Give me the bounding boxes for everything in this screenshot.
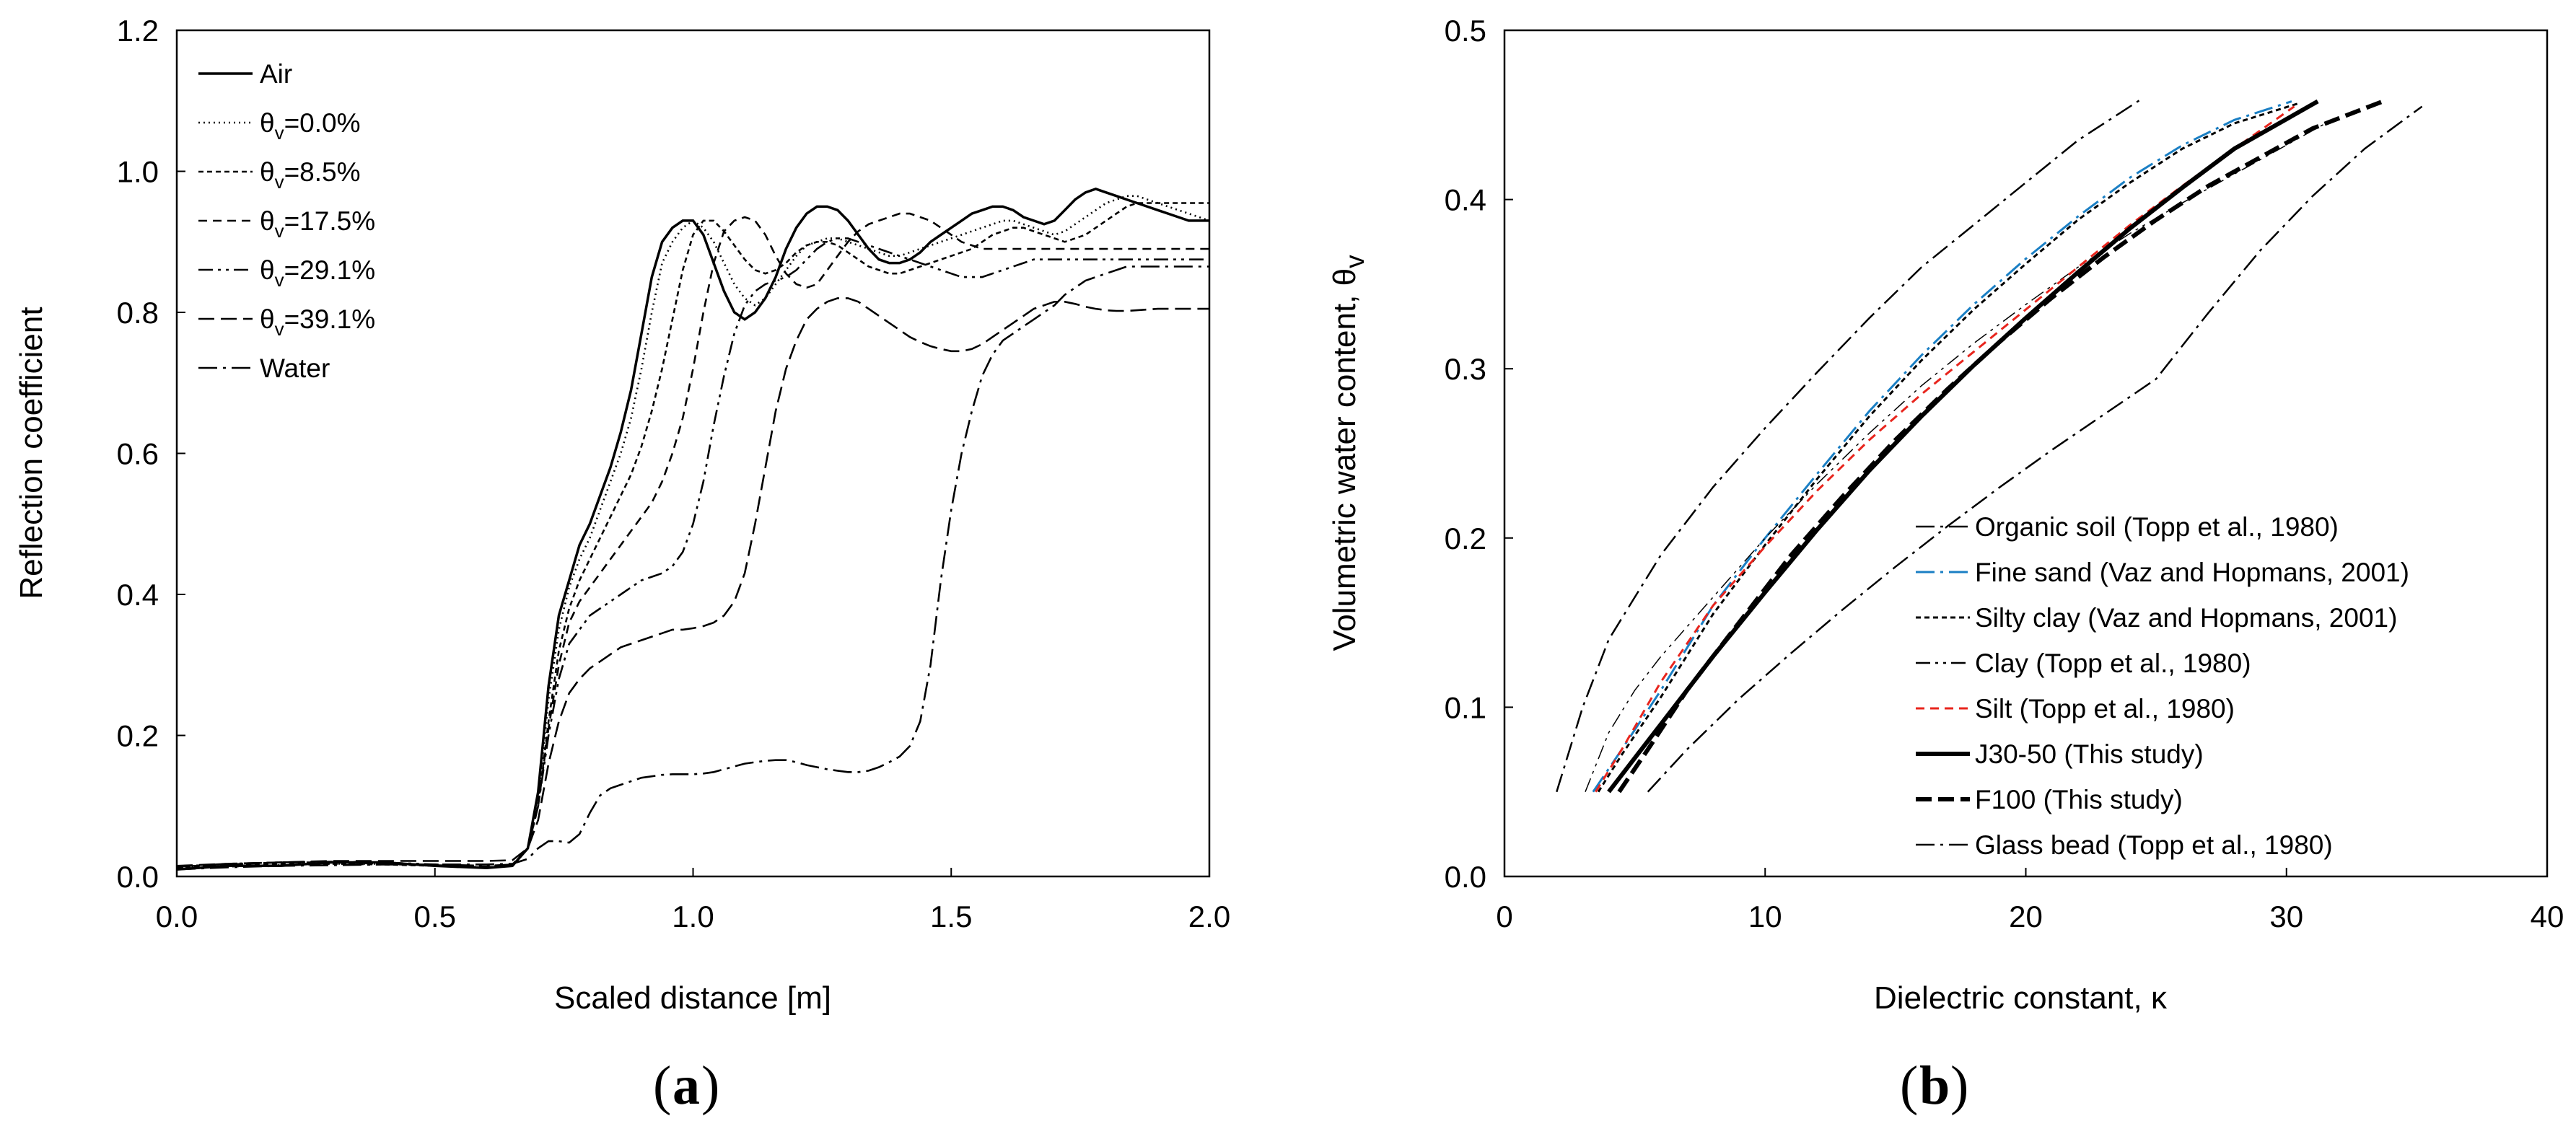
panel-a-y-tick-label: 0.6 [117,437,159,471]
panel-b-legend-label: Clay (Topp et al., 1980) [1975,649,2251,678]
panel-b-legend-label: Organic soil (Topp et al., 1980) [1975,512,2339,542]
panel-b-x-tick-label: 0 [1496,900,1512,933]
panel-a-series-line [176,212,1209,868]
svg-text:(: ( [653,1055,671,1116]
svg-text:): ) [1950,1055,1968,1116]
panel-a-legend-label-main: θ [260,255,275,285]
panel-b-y-tick-label: 0.5 [1445,14,1486,48]
panel-a-y-tick-label: 0.0 [117,860,159,894]
panel-b-y-axis-label-sub: v [1340,255,1370,268]
panel-a-legend-label-tail: =17.5% [284,206,376,236]
panel-b-series-line [1585,123,2326,792]
panel-a-x-tick-label: 2.0 [1188,900,1230,933]
panel-a-legend-label-tail: =29.1% [284,255,376,285]
panel-b-y-tick-label: 0.1 [1445,690,1486,724]
panel-a-series-line [176,237,1209,868]
panel-b-y-axis-label-main: Volumetric water content, θ [1327,268,1362,651]
panel-a-legend-label-main: θ [260,304,275,334]
panel-a-legend-label-tail: =39.1% [284,304,376,334]
svg-text:(: ( [1900,1055,1918,1116]
panel-a-y-tick-label: 1.2 [117,14,159,48]
panel-b-series-line [1607,99,2319,794]
panel-a-legend-label: θv=17.5% [260,206,375,242]
panel-b-series-line [1592,100,2292,793]
panel-a-legend-label: θv=39.1% [260,304,375,340]
panel-b-y-tick-label: 0.4 [1445,183,1486,217]
panel-b-x-tick-label: 40 [2531,900,2564,933]
panel-b-x-tick-label: 20 [2009,900,2043,933]
panel-b-y-tick-label: 0.2 [1445,522,1486,555]
panel-a-y-tick-label: 0.4 [117,578,159,612]
panel-b-x-tick-label: 30 [2269,900,2303,933]
panel-a-series-line [176,202,1209,869]
panel-b-legend-label: Glass bead (Topp et al., 1980) [1975,830,2333,860]
panel-a-legend-label: θv=29.1% [260,255,375,291]
panel-b-legend-label: F100 (This study) [1975,785,2183,814]
panel-a-legend-label-sub: v [275,220,284,242]
panel-a-legend-label-sub: v [275,269,284,291]
caption-a: ( a ) [653,1055,719,1116]
panel-a-legend: Airθv=0.0%θv=8.5%θv=17.5%θv=29.1%θv=39.1… [198,59,375,383]
panel-a-x-tick-label: 0.0 [156,900,198,933]
panel-a-y-axis-label: Reflection coefficient [14,307,49,599]
panel-b-series-line [1556,97,2144,793]
panel-a-x-axis-label: Scaled distance [m] [554,980,831,1016]
panel-a-y-tick-label: 0.8 [117,296,159,330]
panel-a-legend-label-tail: =0.0% [284,108,361,138]
panel-a-legend-label-sub: v [275,122,284,144]
panel-b-legend-label: Silt (Topp et al., 1980) [1975,694,2235,724]
panel-b-series-line [1647,105,2423,793]
panel-a-legend-label-sub: v [275,171,284,193]
panel-a-x-tick-label: 1.0 [672,900,714,933]
caption-b-letter: b [1919,1055,1950,1116]
panel-b-legend-label: J30-50 (This study) [1975,739,2204,769]
panel-b-chart: 0 10 20 30 40 0.0 0.1 0.2 0.3 0.4 0.5 Dielectric c… [1327,14,2564,1016]
panel-a-legend-label: Air [260,59,292,89]
panel-b-series-line [1617,99,2384,794]
panel-a-legend-label-main: θ [260,206,275,236]
panel-b-series-line [1597,102,2300,793]
panel-a-y-tick-label: 1.0 [117,155,159,189]
panel-b-legend-label: Fine sand (Vaz and Hopmans, 2001) [1975,558,2409,587]
panel-b-y-tick-label: 0.0 [1445,860,1486,894]
panel-a-legend-label-sub: v [275,318,284,340]
caption-a-letter: a [673,1055,700,1116]
panel-a-legend-label-tail: =8.5% [284,157,361,187]
panel-a-series-line [176,195,1210,869]
panel-a-legend-label: θv=0.0% [260,108,361,144]
panel-a-legend-label-main: Air [260,59,292,89]
panel-a-x-tick-label: 0.5 [414,900,456,933]
caption-b: ( b ) [1900,1055,1968,1116]
panel-a-legend-label: Water [260,353,330,383]
panel-b-legend-label: Silty clay (Vaz and Hopmans, 2001) [1975,603,2397,633]
panel-b-series-line [1595,105,2295,793]
panel-a-legend-label-main: θ [260,157,275,187]
panel-a-series-line [176,188,1209,871]
panel-b-legend: Organic soil (Topp et al., 1980) Fine san… [1916,512,2409,860]
panel-b-y-tick-label: 0.3 [1445,352,1486,386]
panel-a-legend-label: θv=8.5% [260,157,361,193]
panel-a-series-line [176,297,1209,867]
panel-a-chart: 0.0 0.5 1.0 1.5 2.0 0.0 0.2 0.4 0.6 0.8 1.0 1.2 Sca… [14,14,1230,1016]
svg-text:): ) [701,1055,719,1116]
panel-b-x-tick-label: 10 [1748,900,1782,933]
panel-a-y-tick-label: 0.2 [117,719,159,753]
panel-b-x-axis-label: Dielectric constant, κ [1874,980,2168,1016]
panel-a-series-line [176,265,1209,871]
panel-a-legend-label-main: θ [260,108,275,138]
panel-b-y-axis-label: Volumetric water content, θv [1327,255,1370,651]
panel-a-legend-label-main: Water [260,353,330,383]
panel-a-x-tick-label: 1.5 [930,900,972,933]
